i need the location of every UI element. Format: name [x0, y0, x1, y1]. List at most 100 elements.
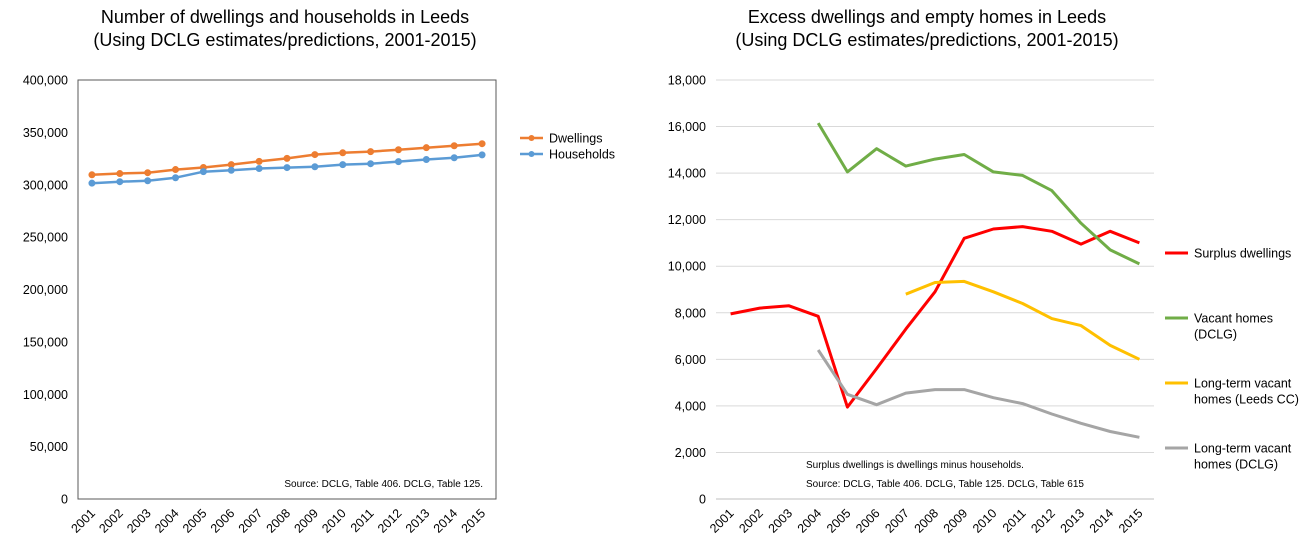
data-point	[478, 151, 486, 159]
data-point	[172, 166, 180, 174]
data-point	[116, 170, 124, 178]
data-point	[227, 166, 235, 174]
legend-label: homes (Leeds CC)	[1194, 393, 1299, 407]
legend-label: homes (DCLG)	[1194, 458, 1278, 472]
data-point	[478, 140, 486, 148]
data-point	[199, 168, 207, 176]
data-point	[283, 164, 291, 172]
legend-entry-dwellings: Dwellings	[520, 132, 603, 146]
data-point	[422, 144, 430, 152]
x-tick-label: 2013	[403, 506, 433, 536]
legend-label: Dwellings	[549, 132, 603, 146]
data-point	[394, 146, 402, 154]
legend-marker	[528, 135, 535, 141]
x-tick-label: 2010	[970, 506, 1000, 536]
data-point	[88, 171, 96, 179]
series-line-long-term-vacant-homes-leeds-cc	[905, 279, 1141, 361]
x-tick-label: 2006	[208, 506, 238, 536]
y-tick-label: 2,000	[675, 446, 706, 460]
x-tick-label: 2008	[912, 506, 942, 536]
x-tick-label: 2006	[853, 506, 883, 536]
data-point	[339, 149, 347, 157]
legend-label: Vacant homes	[1194, 312, 1273, 326]
legend-entry-vacant-homes-dclg: Vacant homes (DCLG)	[1165, 312, 1273, 342]
x-tick-label: 2001	[707, 506, 737, 536]
data-point	[116, 178, 124, 186]
y-tick-label: 0	[699, 493, 706, 507]
source-note: Surplus dwellings is dwellings minus hou…	[806, 460, 1024, 471]
data-point	[311, 163, 319, 171]
series-households	[88, 151, 486, 187]
y-tick-label: 12,000	[668, 213, 706, 227]
series-line-surplus-dwellings	[730, 225, 1140, 409]
x-tick-label: 2007	[236, 506, 266, 536]
legend-entry-long-term-vacant-homes-leeds-cc: Long-term vacant homes (Leeds CC)	[1165, 377, 1299, 407]
data-point	[367, 148, 375, 156]
x-tick-label: 2012	[1028, 506, 1058, 536]
y-tick-label: 300,000	[23, 178, 68, 192]
legend-entry-long-term-vacant-homes-dclg: Long-term vacant homes (DCLG)	[1165, 442, 1292, 472]
x-tick-label: 2013	[1058, 506, 1088, 536]
y-tick-label: 250,000	[23, 231, 68, 245]
source-note: Source: DCLG, Table 406. DCLG, Table 125…	[284, 479, 483, 490]
y-tick-label: 200,000	[23, 283, 68, 297]
chart-title-line: Number of dwellings and households in Le…	[101, 7, 469, 27]
data-point	[144, 177, 152, 185]
x-tick-label: 2007	[882, 506, 912, 536]
series-long-term-vacant-homes-dclg	[816, 349, 1140, 439]
y-tick-label: 100,000	[23, 388, 68, 402]
y-tick-label: 8,000	[675, 306, 706, 320]
y-tick-label: 18,000	[668, 74, 706, 88]
legend-label: Long-term vacant	[1194, 442, 1292, 456]
series-line-vacant-homes-dclg	[816, 122, 1141, 266]
x-tick-label: 2012	[375, 506, 405, 536]
data-point	[172, 174, 180, 182]
x-tick-label: 2005	[824, 506, 854, 536]
source-note: Source: DCLG, Table 406. DCLG, Table 125…	[806, 479, 1084, 490]
x-tick-label: 2014	[1087, 506, 1117, 536]
x-tick-label: 2014	[431, 506, 461, 536]
series-line-long-term-vacant-homes-dclg	[816, 349, 1140, 439]
legend-entry-households: Households	[520, 148, 615, 162]
legend-label: (DCLG)	[1194, 328, 1237, 342]
data-point	[394, 158, 402, 166]
y-tick-label: 10,000	[668, 260, 706, 274]
data-point	[422, 156, 430, 164]
x-tick-label: 2005	[180, 506, 210, 536]
data-point	[227, 161, 235, 169]
y-tick-label: 150,000	[23, 335, 68, 349]
data-point	[339, 161, 347, 169]
chart-title-line: (Using DCLG estimates/predictions, 2001-…	[735, 30, 1118, 50]
y-tick-label: 14,000	[668, 167, 706, 181]
y-tick-label: 16,000	[668, 120, 706, 134]
data-point	[88, 179, 96, 187]
legend-label: Surplus dwellings	[1194, 247, 1291, 261]
x-tick-label: 2002	[96, 506, 126, 536]
x-tick-label: 2001	[68, 506, 98, 536]
plot-area-border	[77, 79, 497, 500]
x-tick-label: 2004	[795, 506, 825, 536]
x-tick-label: 2009	[291, 506, 321, 536]
data-point	[367, 160, 375, 168]
y-tick-label: 4,000	[675, 399, 706, 413]
excess-dwellings-empty-homes-chart: Excess dwellings and empty homes in Leed…	[668, 7, 1299, 536]
data-point	[450, 142, 458, 150]
data-point	[144, 169, 152, 177]
x-tick-label: 2003	[124, 506, 154, 536]
series-dwellings	[88, 140, 486, 179]
x-tick-label: 2008	[264, 506, 294, 536]
x-tick-label: 2011	[348, 506, 377, 535]
data-point	[255, 165, 263, 173]
x-tick-label: 2011	[1000, 506, 1029, 535]
y-tick-label: 0	[61, 493, 68, 507]
x-tick-label: 2010	[319, 506, 349, 536]
y-tick-label: 350,000	[23, 126, 68, 140]
data-point	[450, 154, 458, 162]
y-tick-label: 400,000	[23, 74, 68, 88]
series-surplus-dwellings	[730, 225, 1140, 409]
data-point	[255, 157, 263, 165]
x-tick-label: 2002	[736, 506, 766, 536]
chart-title-line: (Using DCLG estimates/predictions, 2001-…	[93, 30, 476, 50]
legend-label: Households	[549, 148, 615, 162]
